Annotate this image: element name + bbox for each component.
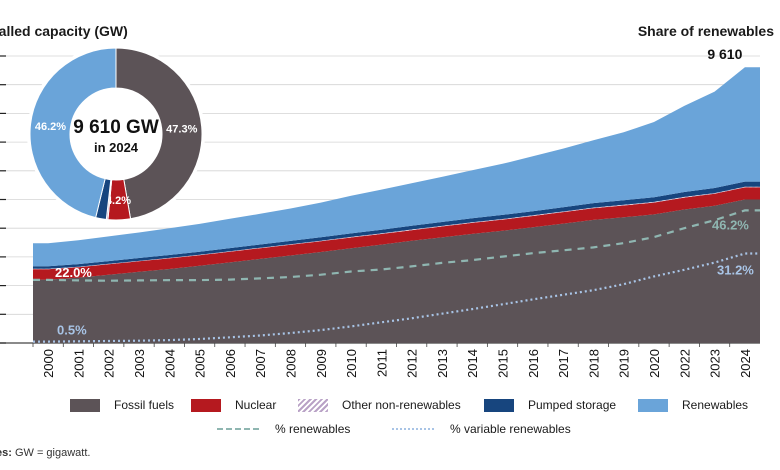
notes-text: GW = gigawatt. [11, 447, 91, 459]
chart-notes: es: GW = gigawatt. [0, 447, 90, 459]
x-tick-label: 2017 [556, 349, 571, 378]
x-tick-label: 2007 [253, 349, 268, 378]
legend-swatch-renewables [638, 398, 668, 412]
label-start-pct-renewables: 22.0% [55, 265, 92, 280]
label-end-pct-renewables: 46.2% [712, 217, 749, 232]
x-tick-label: 2003 [132, 349, 147, 378]
legend: Fossil fuels Nuclear Other non-renewable… [0, 398, 780, 442]
legend-item-fossil-fuels: Fossil fuels [70, 398, 174, 412]
x-tick-label: 2019 [617, 349, 632, 378]
pie-slice-renewables [29, 47, 117, 219]
legend-line-pct-renewables [217, 428, 259, 430]
x-tick-label: 2006 [223, 349, 238, 378]
x-tick-label: 2008 [283, 349, 298, 378]
legend-item-nuclear: Nuclear [191, 398, 276, 412]
legend-swatch-fossil-fuels [70, 398, 100, 412]
legend-item-pct-variable-renewables: % variable renewables [392, 422, 571, 436]
label-end-pct-variable: 31.2% [717, 262, 754, 277]
legend-line-pct-variable-renewables [392, 428, 434, 430]
legend-label-other-non-renewables: Other non-renewables [342, 398, 461, 412]
legend-label-pct-variable-renewables: % variable renewables [450, 422, 571, 436]
legend-label-pct-renewables: % renewables [275, 422, 351, 436]
x-tick-label: 2020 [647, 349, 662, 378]
legend-swatch-nuclear [191, 398, 221, 412]
area-fossil-fuels [33, 199, 760, 343]
pie-slice-fossil-fuels [115, 47, 203, 220]
legend-item-renewables: Renewables [638, 398, 748, 412]
legend-label-fossil-fuels: Fossil fuels [114, 398, 175, 412]
x-tick-label: 2000 [41, 349, 56, 378]
legend-item-pct-renewables: % renewables [217, 422, 350, 436]
chart-title-left: talled capacity (GW) [0, 23, 128, 39]
x-tick-label: 2018 [586, 349, 601, 378]
legend-label-nuclear: Nuclear [235, 398, 277, 412]
pie-label-fossil-fuels: 47.3% [166, 123, 197, 135]
x-tick-label: 2024 [738, 349, 753, 378]
label-total-2024: 9 610 [707, 46, 742, 62]
x-tick-label: 2016 [526, 349, 541, 378]
x-tick-label: 2012 [405, 349, 420, 378]
x-tick-label: 2015 [496, 349, 511, 378]
area-nuclear [33, 187, 760, 280]
x-tick-label: 2009 [314, 349, 329, 378]
notes-label: es: [0, 447, 12, 459]
legend-label-pumped-storage: Pumped storage [528, 398, 617, 412]
donut-center-year: in 2024 [94, 140, 139, 155]
x-tick-label: 2004 [162, 349, 177, 378]
x-tick-label: 2002 [102, 349, 117, 378]
donut-center-total: 9 610 GW [73, 117, 159, 138]
x-tick-label: 2010 [344, 349, 359, 378]
pie-label-nuclear: 4.2% [106, 195, 131, 207]
legend-swatch-other-non-renewables [298, 398, 328, 412]
line-pct-variable-renewables [33, 252, 760, 343]
area-renewables [33, 67, 760, 267]
x-tick-label: 2011 [374, 349, 389, 377]
x-tick-label: 2022 [677, 349, 692, 378]
x-tick-label: 2005 [193, 349, 208, 378]
x-tick-label: 2001 [71, 349, 86, 378]
legend-swatch-pumped-storage [484, 398, 514, 412]
x-tick-label: 2013 [435, 349, 450, 378]
label-start-pct-variable: 0.5% [57, 323, 87, 338]
chart-title-right: Share of renewables [637, 23, 774, 39]
x-tick-label: 2023 [708, 349, 723, 378]
legend-label-renewables: Renewables [682, 398, 749, 412]
legend-item-other-non-renewables: Other non-renewables [298, 398, 461, 412]
legend-item-pumped-storage: Pumped storage [484, 398, 616, 412]
pie-label-renewables: 46.2% [35, 121, 66, 133]
x-tick-label: 2014 [465, 349, 480, 378]
